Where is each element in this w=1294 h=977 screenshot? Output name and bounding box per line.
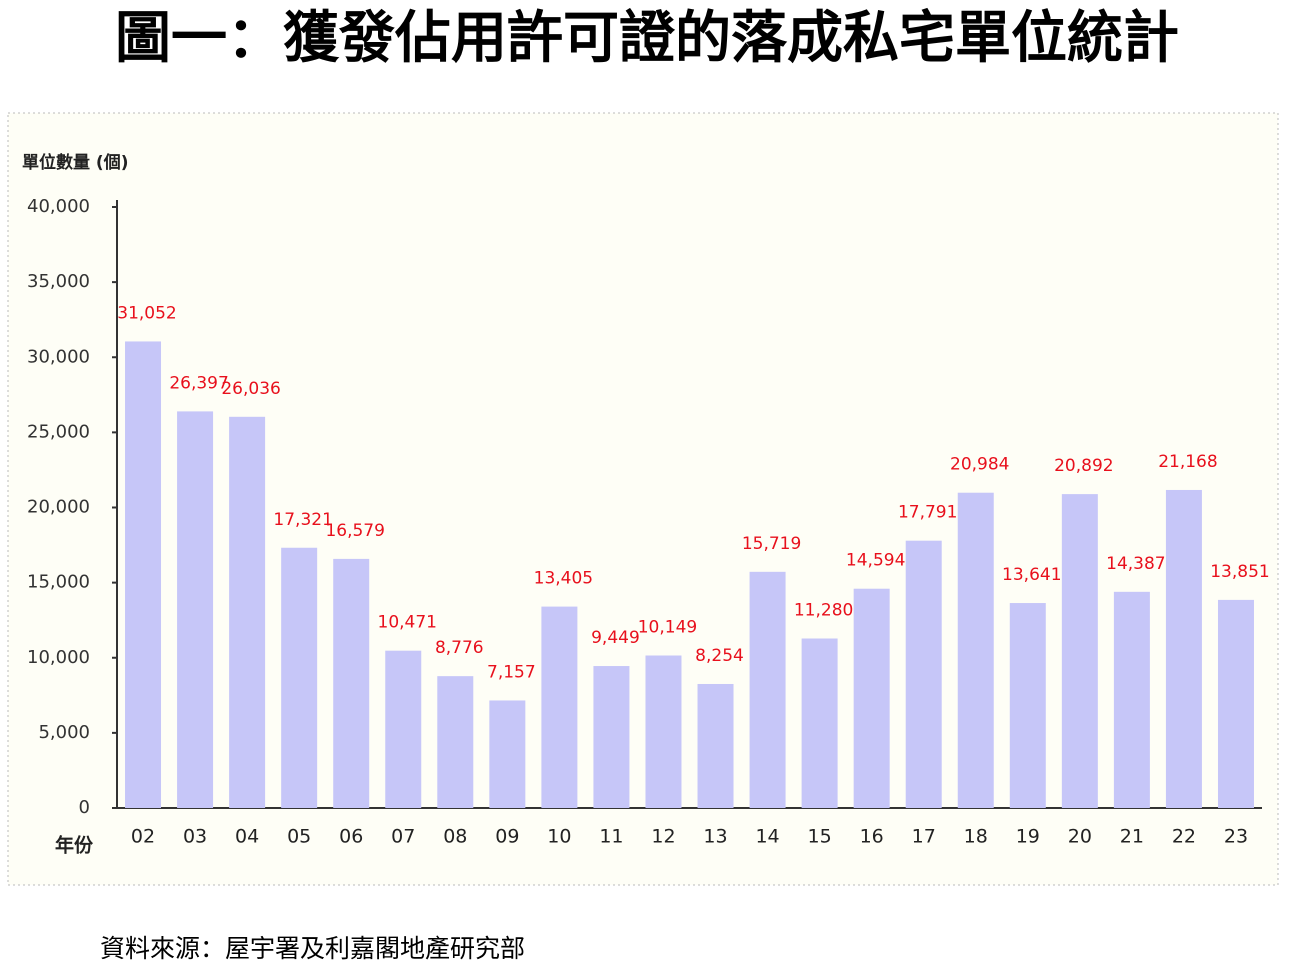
x-tick-label: 20 <box>1068 826 1092 848</box>
x-tick-label: 08 <box>443 826 467 848</box>
x-tick-label: 05 <box>287 826 311 848</box>
y-axis-title: 單位數量 (個) <box>22 152 128 173</box>
value-label: 17,791 <box>898 503 957 523</box>
value-label: 13,405 <box>534 569 593 589</box>
bar <box>957 492 994 808</box>
x-axis-title: 年份 <box>55 834 94 857</box>
y-tick-label: 35,000 <box>27 271 90 292</box>
chart-title: 圖一：獲發佔用許可證的落成私宅單位統計 <box>115 6 1179 71</box>
value-label: 26,036 <box>221 379 280 399</box>
bar <box>333 558 370 808</box>
value-label: 9,449 <box>591 628 640 648</box>
x-tick-label: 10 <box>547 826 571 848</box>
value-label: 14,387 <box>1106 554 1165 574</box>
bar <box>177 411 214 808</box>
value-label: 7,157 <box>487 662 536 682</box>
y-tick-label: 25,000 <box>27 421 90 442</box>
y-tick-label: 20,000 <box>27 497 90 518</box>
value-label: 11,280 <box>794 601 853 621</box>
x-tick-label: 21 <box>1120 826 1144 848</box>
value-label: 21,168 <box>1158 452 1217 472</box>
bar <box>541 606 578 808</box>
bar <box>281 547 318 808</box>
bar <box>125 341 162 808</box>
y-tick-label: 10,000 <box>27 647 90 668</box>
bar <box>801 638 838 808</box>
x-tick-label: 16 <box>860 826 884 848</box>
bar <box>1165 489 1202 808</box>
bar <box>437 676 474 808</box>
bar <box>853 588 890 808</box>
bar <box>905 540 942 808</box>
x-tick-label: 09 <box>495 826 519 848</box>
bar <box>645 655 682 808</box>
x-tick-label: 18 <box>964 826 988 848</box>
value-label: 14,594 <box>846 551 905 571</box>
bar <box>1061 494 1098 808</box>
value-label: 13,641 <box>1002 565 1061 585</box>
x-tick-label: 17 <box>912 826 936 848</box>
bar <box>1009 603 1046 808</box>
x-tick-label: 07 <box>391 826 415 848</box>
x-tick-label: 22 <box>1172 826 1196 848</box>
value-label: 10,149 <box>638 618 697 638</box>
value-label: 10,471 <box>378 613 437 633</box>
x-tick-label: 03 <box>183 826 207 848</box>
value-label: 8,776 <box>435 638 484 658</box>
x-tick-label: 06 <box>339 826 363 848</box>
source-note: 資料來源：屋宇署及利嘉閣地產研究部 <box>100 934 525 963</box>
x-tick-label: 14 <box>755 826 779 848</box>
x-tick-label: 02 <box>131 826 155 848</box>
bar <box>1113 591 1150 808</box>
bar <box>489 700 526 808</box>
x-tick-label: 23 <box>1224 826 1248 848</box>
value-label: 15,719 <box>742 534 801 554</box>
y-tick-label: 15,000 <box>27 572 90 593</box>
bar <box>229 416 266 808</box>
x-tick-label: 04 <box>235 826 259 848</box>
y-tick-label: 5,000 <box>38 722 90 743</box>
value-label: 17,321 <box>273 510 332 530</box>
bar <box>593 666 630 808</box>
value-label: 31,052 <box>117 303 176 323</box>
x-tick-label: 11 <box>599 826 623 848</box>
y-tick-label: 40,000 <box>27 196 90 217</box>
y-tick-label: 30,000 <box>27 346 90 367</box>
bar <box>385 650 422 808</box>
value-label: 20,984 <box>950 455 1009 475</box>
bar <box>749 571 786 808</box>
x-tick-label: 19 <box>1016 826 1040 848</box>
bar <box>1217 599 1254 808</box>
value-label: 13,851 <box>1210 562 1269 582</box>
x-tick-label: 13 <box>703 826 727 848</box>
value-label: 20,892 <box>1054 456 1113 476</box>
value-label: 16,579 <box>325 521 384 541</box>
x-tick-label: 12 <box>651 826 675 848</box>
bar <box>697 683 734 808</box>
value-label: 26,397 <box>169 373 228 393</box>
x-tick-label: 15 <box>808 826 832 848</box>
y-tick-label: 0 <box>79 797 90 818</box>
value-label: 8,254 <box>695 646 744 666</box>
